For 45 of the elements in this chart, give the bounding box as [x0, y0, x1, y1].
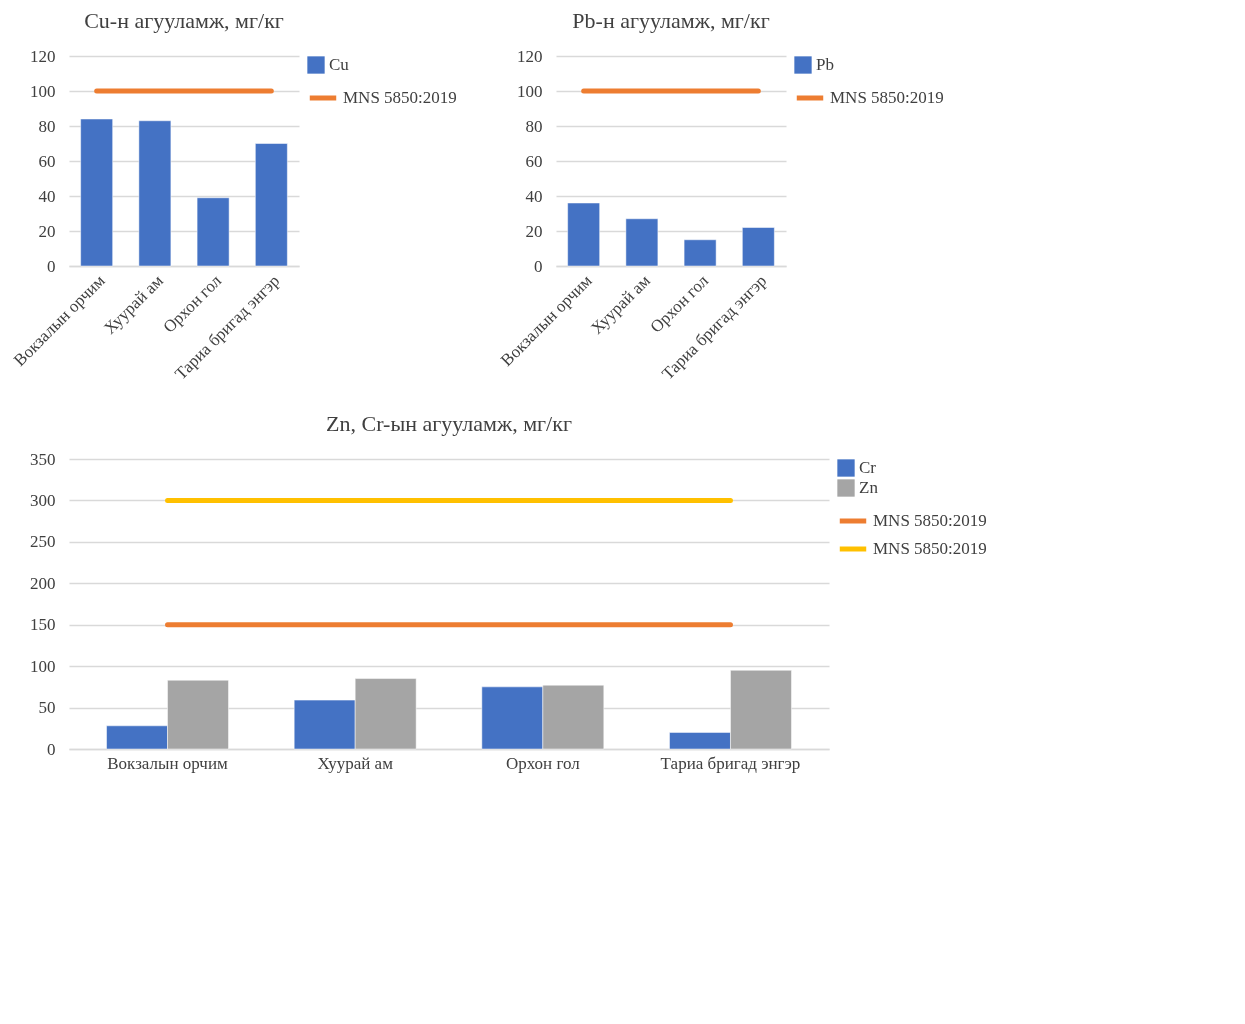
legend-label: Cu — [329, 55, 350, 74]
y-tick-label: 40 — [525, 186, 543, 206]
bar — [80, 118, 113, 267]
bar — [742, 227, 775, 267]
chart-title: Pb-н агууламж, мг/кг — [572, 8, 770, 33]
y-tick-label: 200 — [30, 573, 56, 593]
legend-label: Cr — [859, 458, 877, 477]
y-tick-label: 80 — [38, 116, 56, 136]
y-tick-label: 350 — [30, 449, 56, 469]
y-tick-label: 60 — [525, 151, 543, 171]
y-tick-label: 80 — [525, 116, 543, 136]
x-tick-label: Тариа бригад энгэр — [660, 753, 801, 773]
x-tick-label: Вокзалын орчим — [107, 753, 229, 773]
bar — [255, 143, 288, 267]
y-tick-label: 20 — [38, 221, 56, 241]
y-tick-label: 150 — [30, 615, 56, 635]
y-tick-label: 60 — [38, 151, 56, 171]
bar — [683, 239, 717, 267]
legend-label: MNS 5850:2019 — [873, 511, 987, 530]
y-tick-label: 100 — [30, 656, 56, 676]
y-tick-label: 40 — [38, 186, 56, 206]
y-tick-label: 0 — [47, 739, 56, 759]
bar — [196, 197, 230, 267]
bar — [567, 202, 600, 267]
bar — [138, 120, 172, 267]
chart-title: Cu-н агууламж, мг/кг — [84, 8, 284, 33]
x-tick-label: Орхон гол — [505, 753, 581, 773]
legend-label: Pb — [816, 55, 834, 74]
y-tick-label: 120 — [517, 46, 543, 66]
legend-label: MNS 5850:2019 — [873, 539, 987, 558]
legend-label: MNS 5850:2019 — [343, 88, 457, 107]
y-tick-label: 120 — [30, 46, 56, 66]
y-tick-label: 20 — [525, 221, 543, 241]
chart-title: Zn, Cr-ын агууламж, мг/кг — [326, 411, 572, 436]
y-tick-label: 300 — [30, 490, 56, 510]
legend-label: MNS 5850:2019 — [830, 88, 944, 107]
bar — [625, 218, 659, 267]
y-tick-label: 50 — [38, 698, 56, 718]
y-tick-label: 250 — [30, 532, 56, 552]
y-tick-label: 100 — [517, 81, 543, 101]
legend-label: Zn — [859, 478, 879, 497]
y-tick-label: 0 — [47, 256, 56, 276]
y-tick-label: 0 — [534, 256, 543, 276]
y-tick-label: 100 — [30, 81, 56, 101]
x-tick-label: Хуурай ам — [317, 753, 394, 773]
